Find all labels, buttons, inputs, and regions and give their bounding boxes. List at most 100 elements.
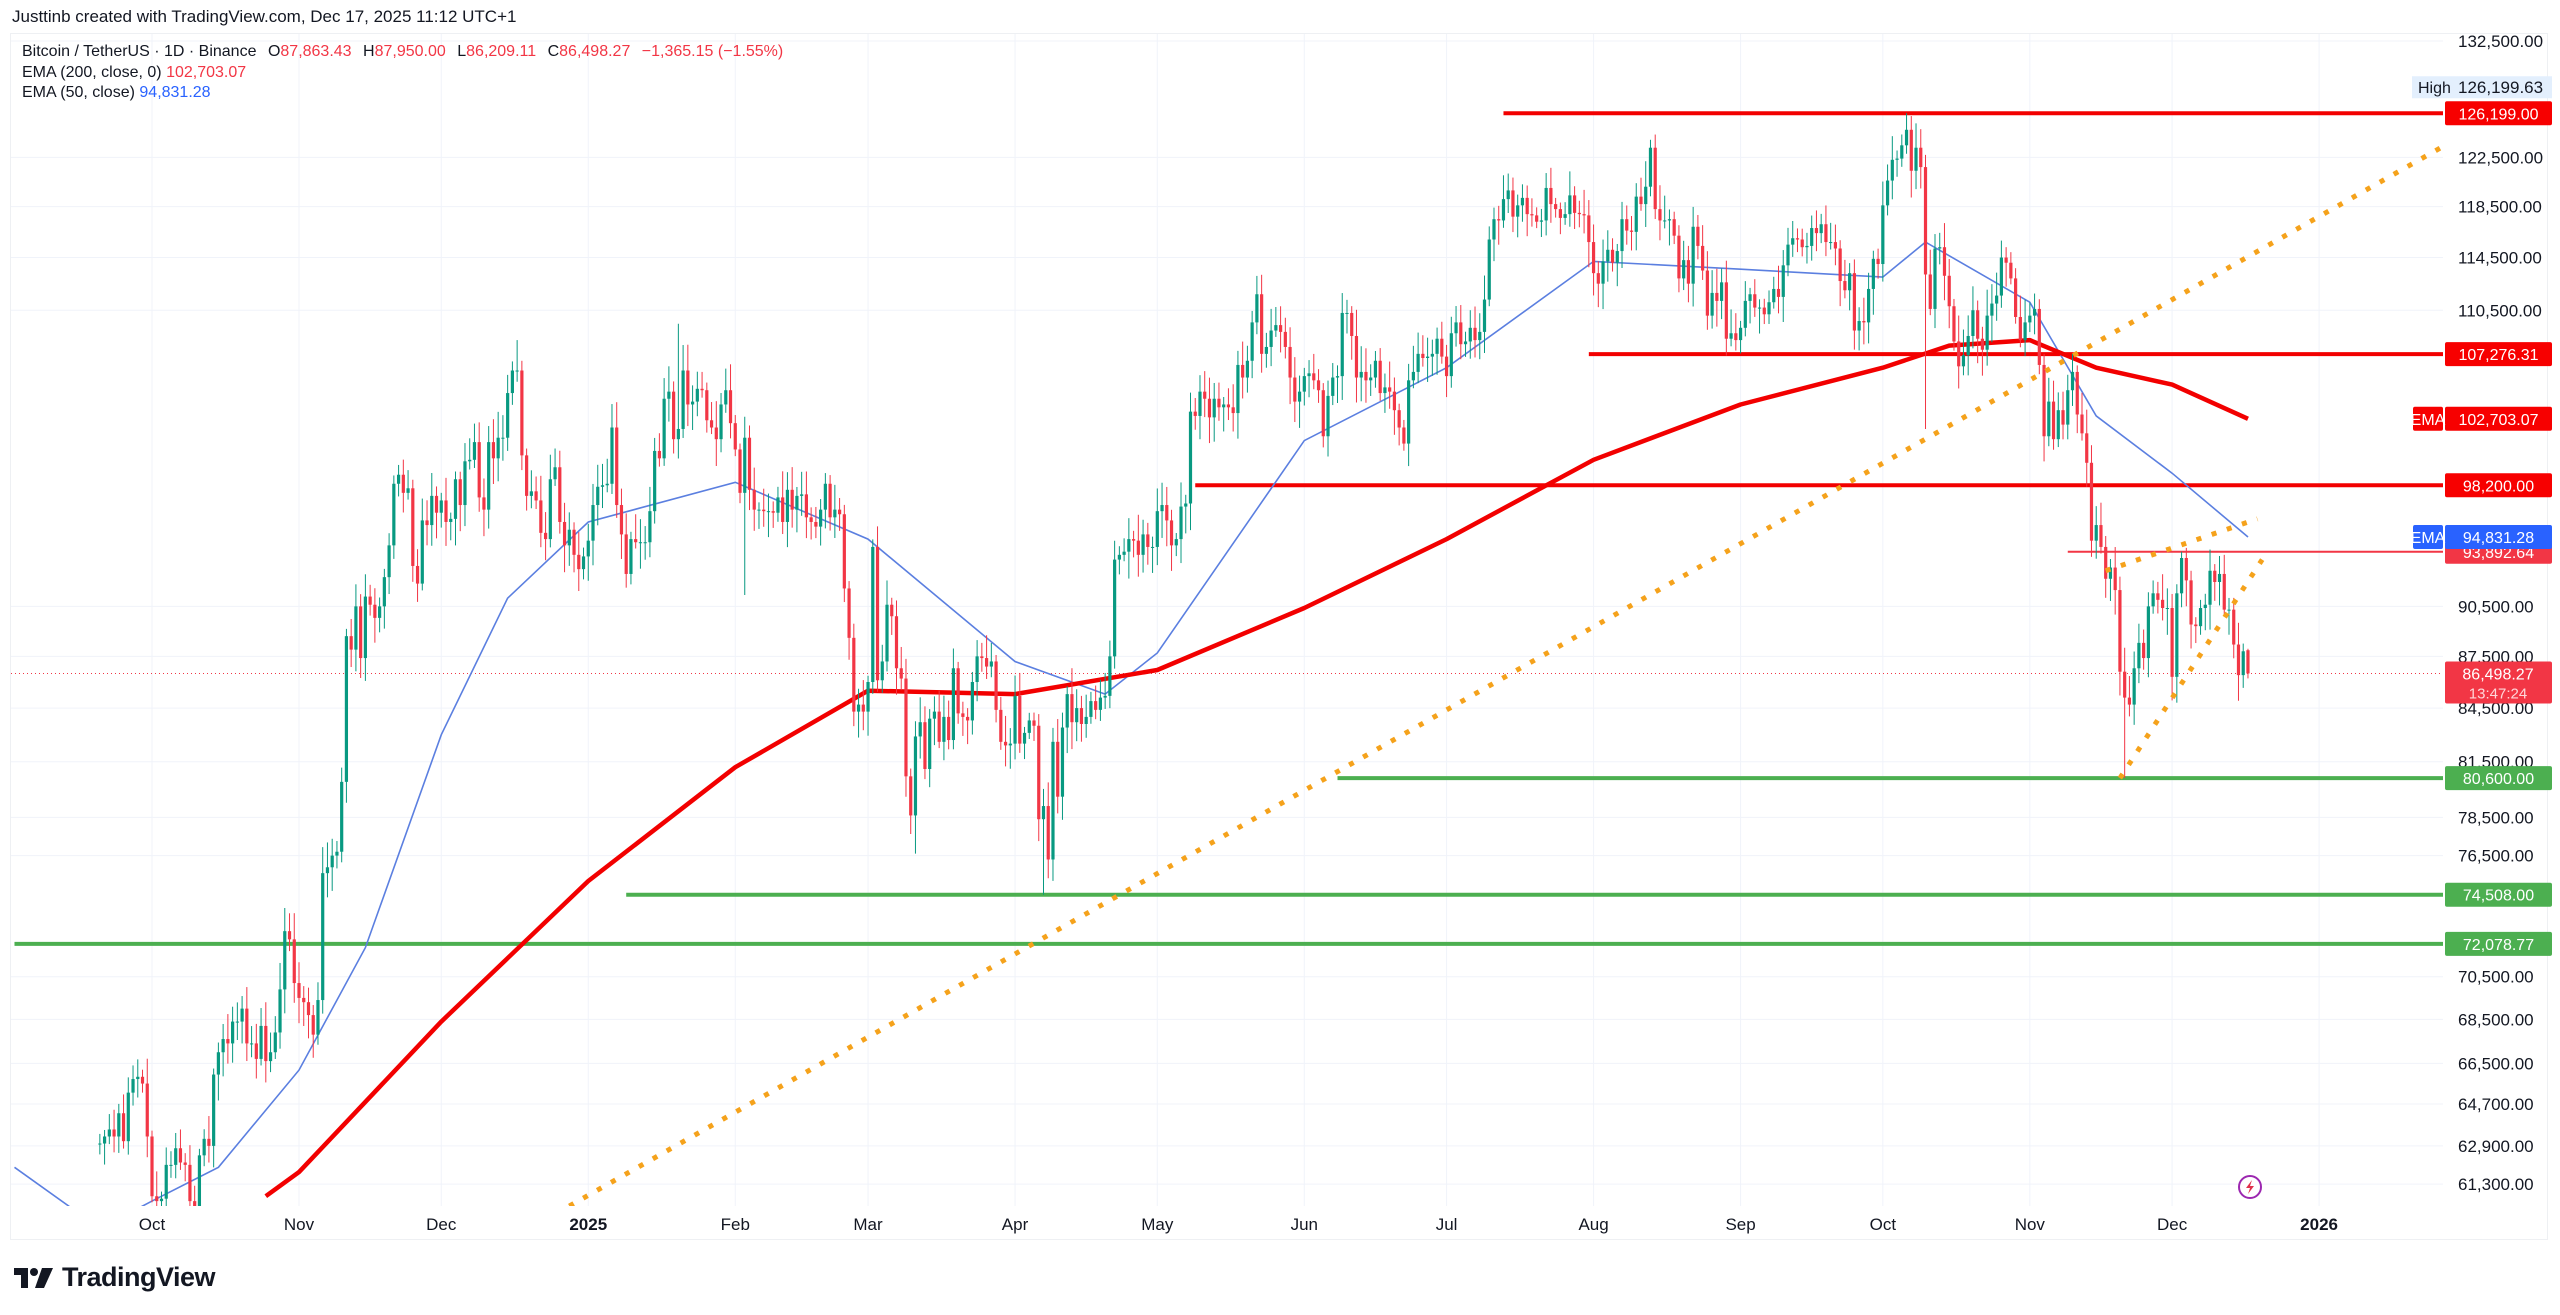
candle[interactable]: [686, 344, 690, 427]
candle[interactable]: [126, 1077, 130, 1155]
candle[interactable]: [634, 514, 638, 549]
candle[interactable]: [1867, 272, 1871, 344]
candle[interactable]: [2075, 365, 2079, 434]
candle[interactable]: [766, 493, 771, 538]
candle[interactable]: [795, 486, 799, 533]
candle[interactable]: [197, 1148, 202, 1230]
candle[interactable]: [600, 463, 605, 509]
candle[interactable]: [1184, 494, 1188, 534]
candle[interactable]: [1506, 173, 1510, 213]
candle[interactable]: [970, 671, 974, 735]
candle[interactable]: [1501, 175, 1506, 228]
candle[interactable]: [283, 908, 287, 1014]
candle[interactable]: [1459, 305, 1463, 360]
candle[interactable]: [1876, 248, 1880, 279]
candle[interactable]: [525, 448, 529, 511]
candle[interactable]: [188, 1145, 192, 1217]
candle[interactable]: [1136, 514, 1140, 577]
candle[interactable]: [1122, 538, 1126, 562]
candle[interactable]: [1274, 307, 1278, 337]
candle[interactable]: [681, 345, 685, 438]
candle[interactable]: [890, 597, 894, 635]
candle[interactable]: [1653, 134, 1657, 220]
candle[interactable]: [667, 366, 671, 422]
candle[interactable]: [909, 768, 913, 835]
candle[interactable]: [1554, 197, 1558, 218]
candle[interactable]: [463, 443, 467, 527]
candle[interactable]: [1928, 249, 1932, 316]
candle[interactable]: [510, 361, 514, 405]
candle[interactable]: [1302, 367, 1306, 406]
candle[interactable]: [387, 533, 391, 595]
candle[interactable]: [373, 588, 377, 643]
candle[interactable]: [226, 1014, 230, 1064]
candle[interactable]: [1644, 161, 1648, 227]
candle[interactable]: [1558, 202, 1562, 235]
candle[interactable]: [1639, 177, 1643, 211]
candle[interactable]: [1089, 691, 1093, 724]
candle[interactable]: [562, 502, 567, 573]
candle[interactable]: [392, 475, 396, 559]
candle[interactable]: [1539, 208, 1544, 237]
candle[interactable]: [1525, 185, 1529, 237]
candle[interactable]: [1032, 712, 1036, 741]
candle[interactable]: [1838, 240, 1842, 307]
candle[interactable]: [1331, 363, 1335, 406]
candle[interactable]: [1207, 377, 1212, 444]
candle[interactable]: [961, 701, 965, 736]
candle[interactable]: [1720, 268, 1724, 320]
candle[interactable]: [1113, 540, 1117, 669]
candle[interactable]: [1260, 274, 1264, 373]
candle[interactable]: [1781, 250, 1785, 322]
candle[interactable]: [823, 473, 827, 529]
candle[interactable]: [1791, 220, 1795, 257]
candle[interactable]: [2194, 617, 2198, 644]
candle[interactable]: [235, 1002, 239, 1041]
candle[interactable]: [216, 1042, 220, 1101]
candle[interactable]: [1150, 536, 1155, 573]
candle[interactable]: [1805, 232, 1809, 264]
candle[interactable]: [918, 697, 922, 759]
candle[interactable]: [1473, 306, 1477, 358]
candle[interactable]: [2213, 564, 2217, 601]
candle[interactable]: [1478, 313, 1482, 360]
candle[interactable]: [1776, 265, 1781, 314]
candle[interactable]: [1397, 403, 1401, 446]
candle[interactable]: [1748, 287, 1752, 324]
candle[interactable]: [947, 700, 951, 750]
candle[interactable]: [1103, 672, 1107, 709]
candle[interactable]: [1710, 270, 1714, 329]
candle[interactable]: [2070, 353, 2075, 406]
candle[interactable]: [2236, 622, 2241, 701]
candle[interactable]: [1648, 139, 1653, 197]
candle[interactable]: [596, 464, 600, 526]
candle[interactable]: [809, 507, 813, 540]
candle[interactable]: [2104, 536, 2108, 598]
candle[interactable]: [98, 1133, 102, 1155]
candle[interactable]: [1003, 715, 1008, 767]
candle[interactable]: [1070, 668, 1074, 750]
high-badge[interactable]: High 126,199.63: [2412, 76, 2552, 99]
time-axis[interactable]: Oct Nov Dec 2025 Feb Mar Apr May Jun Jul Aug Sep Oct…: [139, 1215, 2338, 1234]
candle[interactable]: [159, 1191, 164, 1211]
candle[interactable]: [268, 1032, 273, 1073]
candle[interactable]: [2042, 353, 2046, 462]
candle[interactable]: [1667, 209, 1672, 246]
candle[interactable]: [1549, 167, 1553, 223]
candle[interactable]: [2014, 268, 2018, 324]
candle[interactable]: [529, 470, 533, 509]
candle[interactable]: [1316, 369, 1321, 403]
ema50-tag[interactable]: EMA: [2411, 525, 2446, 550]
candle[interactable]: [1961, 329, 1966, 376]
candle[interactable]: [2246, 648, 2250, 679]
candle[interactable]: [102, 1129, 107, 1165]
candle[interactable]: [1392, 377, 1397, 435]
candle[interactable]: [221, 1023, 225, 1077]
candle[interactable]: [430, 472, 434, 546]
candle[interactable]: [1620, 201, 1624, 268]
candle[interactable]: [875, 526, 880, 692]
candle[interactable]: [1440, 321, 1444, 364]
candle[interactable]: [1909, 116, 1913, 198]
candle[interactable]: [1957, 315, 1961, 389]
candle[interactable]: [1914, 123, 1918, 190]
